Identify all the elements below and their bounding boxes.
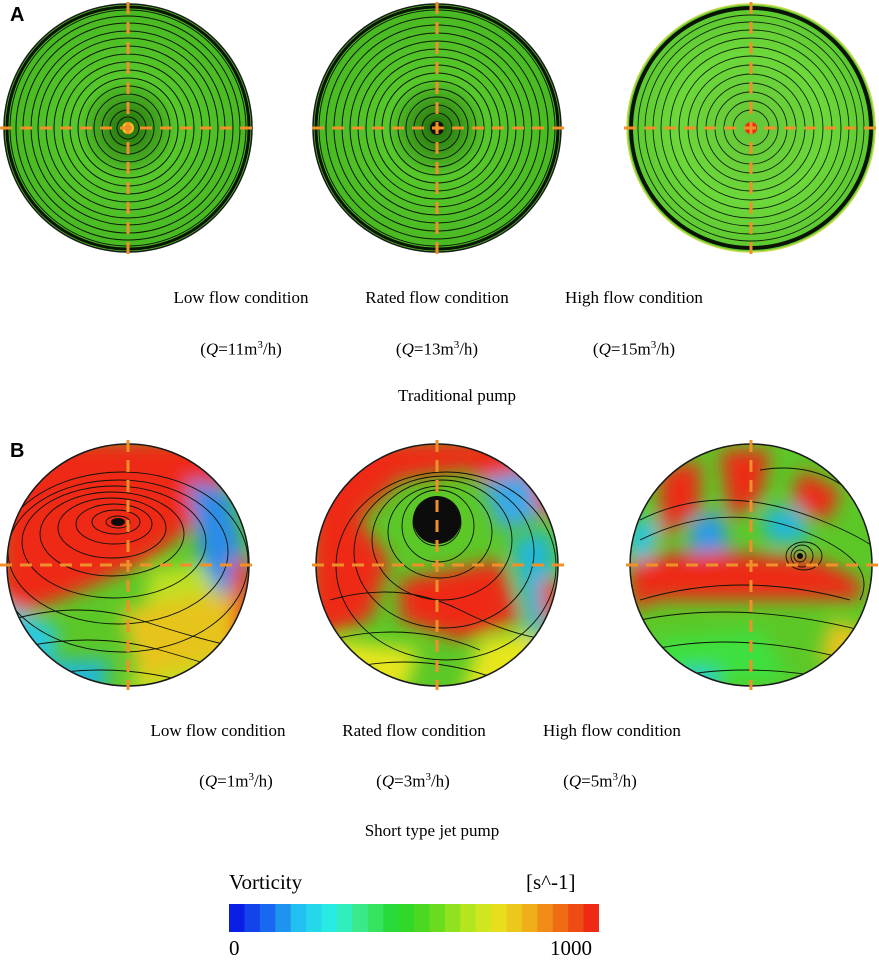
disc-b-low	[7, 444, 249, 686]
colorbar-band	[352, 904, 369, 932]
colorbar-band	[444, 904, 461, 932]
vorticity-colorbar	[229, 904, 599, 932]
colorbar-title: Vorticity	[229, 870, 303, 894]
colorbar-band	[537, 904, 554, 932]
colorbar-band	[568, 904, 585, 932]
panel-a-title: Traditional pump	[398, 386, 516, 405]
colorbar-band	[521, 904, 538, 932]
colorbar-band	[321, 904, 338, 932]
colorbar-max-label: 1000	[550, 936, 592, 960]
colorbar-band	[552, 904, 569, 932]
colorbar-band	[383, 904, 400, 932]
colorbar-band	[583, 904, 599, 932]
colorbar-band	[460, 904, 477, 932]
flow-rate-b-low: (Q=1m3/h)	[199, 771, 273, 791]
flow-rate-b-high: (Q=5m3/h)	[563, 771, 637, 791]
colorbar-band	[259, 904, 276, 932]
caption-b-rated: Rated flow condition	[342, 721, 486, 740]
crosshairs	[0, 2, 879, 690]
caption-b-high: High flow condition	[543, 721, 681, 740]
colorbar-band	[491, 904, 508, 932]
flow-rate-b-rated: (Q=3m3/h)	[376, 771, 450, 791]
colorbar-band	[475, 904, 492, 932]
colorbar-band	[367, 904, 384, 932]
flow-rate-a-low: (Q=11m3/h)	[200, 339, 282, 359]
caption-a-low: Low flow condition	[173, 288, 309, 307]
colorbar-band	[506, 904, 523, 932]
flow-rate-a-rated: (Q=13m3/h)	[395, 339, 479, 359]
colorbar-unit: [s^-1]	[526, 870, 576, 894]
caption-a-high: High flow condition	[565, 288, 703, 307]
caption-b-low: Low flow condition	[150, 721, 286, 740]
colorbar-band	[306, 904, 323, 932]
colorbar-band	[398, 904, 415, 932]
colorbar-band	[414, 904, 431, 932]
colorbar-min-label: 0	[229, 936, 240, 960]
caption-a-rated: Rated flow condition	[365, 288, 509, 307]
panel-a-letter: A	[10, 4, 25, 26]
flow-rate-a-high: (Q=15m3/h)	[592, 339, 676, 359]
panel-b-title: Short type jet pump	[364, 821, 500, 840]
colorbar-band	[229, 904, 246, 932]
colorbar-band	[336, 904, 353, 932]
colorbar-band	[244, 904, 261, 932]
colorbar-band	[429, 904, 446, 932]
disc-b-rated	[316, 444, 558, 686]
colorbar-band	[290, 904, 307, 932]
colorbar-band	[275, 904, 292, 932]
panel-b-letter: B	[10, 440, 25, 462]
